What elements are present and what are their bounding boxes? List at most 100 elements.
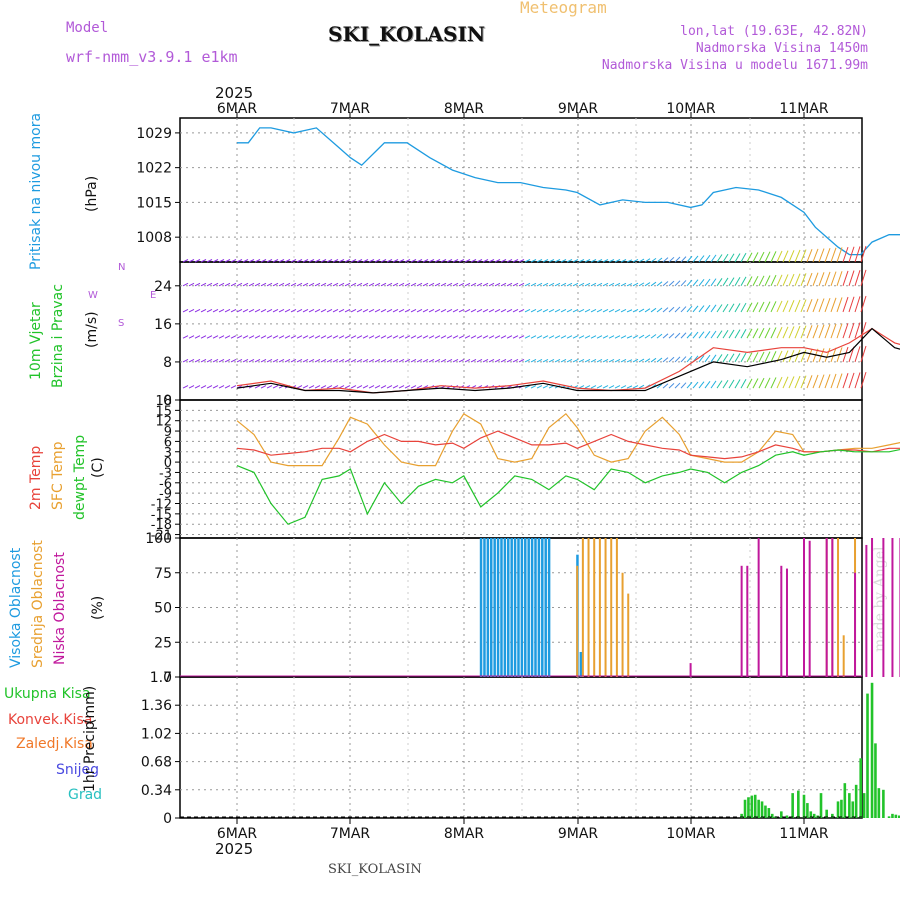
wind-barb (548, 335, 555, 339)
wind-barb (554, 358, 561, 363)
cloud-bar-mid (581, 538, 584, 677)
wind-barb (860, 345, 867, 363)
wind-barb (218, 335, 225, 339)
pressure-line (237, 127, 900, 256)
precip-bar (848, 793, 851, 818)
wind-barb (434, 259, 441, 263)
wind-barb (386, 335, 393, 339)
precip-bar (894, 814, 898, 818)
wind-barb (632, 358, 639, 363)
wind-barb (740, 328, 747, 339)
cloud-bar-high (530, 538, 534, 677)
wind-barb (242, 358, 249, 363)
wind-barb (266, 358, 273, 363)
wind-barb (788, 250, 795, 263)
wind-barb (260, 335, 267, 339)
wind-barb (338, 358, 345, 363)
wind-barb (464, 282, 471, 287)
wind-barb (704, 381, 711, 389)
wind-barb (266, 309, 273, 313)
wind-barb (560, 309, 567, 313)
temp-ytick-label: 3 (164, 446, 172, 461)
wind-barb (596, 282, 603, 287)
model-name: wrf-nmm_v3.9.1 e1km (66, 48, 238, 66)
wind-barb (404, 259, 411, 263)
wind-barb (590, 385, 597, 389)
station-title: SKI_KOLASIN (328, 22, 486, 46)
precip-bar (767, 808, 771, 818)
wind-barb (794, 349, 801, 363)
wind-barb (236, 259, 243, 263)
wind-ytick-label: 8 (163, 355, 172, 371)
wind-barb (548, 282, 555, 287)
wind-barb (728, 253, 735, 263)
wind-barb (362, 358, 369, 363)
wind-barb (524, 259, 531, 263)
wind-barb (536, 259, 543, 263)
wind-barb (182, 282, 189, 287)
cloud-bar-mid (587, 538, 590, 677)
wind-barb (356, 259, 363, 263)
wind-barb (458, 259, 465, 263)
wind-barb (368, 309, 375, 313)
wind-barb (422, 358, 429, 363)
cloud-bar-low (785, 568, 788, 677)
wind-barb (386, 358, 393, 363)
temp-ytick-label: 15 (155, 404, 172, 419)
wind-barb (194, 259, 201, 263)
wind-barb (782, 300, 789, 313)
wind-barb (458, 282, 465, 287)
wind-barb (290, 358, 297, 363)
wind-barb (440, 358, 447, 363)
wind-barb (662, 281, 669, 287)
wind-barb (224, 259, 231, 263)
wind-barb (638, 358, 645, 363)
wind-barb (272, 259, 279, 263)
wind-barb (536, 385, 543, 389)
wind-barb (656, 333, 663, 339)
wind-ytick-label: 24 (154, 279, 172, 295)
precip-bar (819, 793, 823, 818)
cloud-bar-high (490, 538, 493, 677)
cloud-bar-low (689, 663, 692, 677)
wind-barb (776, 376, 783, 389)
wind-barb (824, 271, 831, 286)
wind-barb (188, 335, 195, 339)
wind-barb (212, 358, 219, 363)
wind-barb (656, 281, 663, 287)
wind-barb (704, 304, 711, 313)
wind-barb (614, 282, 621, 287)
wind-barb (848, 296, 855, 313)
wind-barb (452, 282, 459, 287)
wind-barb (518, 282, 525, 287)
wind-barb (428, 309, 435, 313)
wind-barb (764, 275, 771, 287)
wind-barb (830, 347, 837, 363)
wind-barb (302, 335, 309, 339)
wind-barb (536, 335, 543, 339)
wind-barb (302, 309, 309, 313)
wind-barb (806, 348, 813, 363)
wind-barb (392, 358, 399, 363)
wind-barb (740, 352, 747, 363)
rose-w: W (88, 290, 98, 301)
wind-barb (746, 328, 753, 339)
day-label-top: 9MAR (558, 101, 599, 117)
wind-barb (290, 282, 297, 287)
wind-barb (248, 282, 255, 287)
wind-barb (542, 309, 549, 313)
precip-bar (753, 794, 757, 818)
precip-bar (874, 743, 877, 818)
wind-barb (560, 259, 567, 263)
wind-barb (680, 256, 687, 263)
wind-barb (494, 282, 501, 287)
precip-ytick-label: 1.02 (141, 726, 172, 742)
wind-barb (500, 358, 507, 363)
wind-barb (188, 282, 195, 287)
wind-barb (230, 282, 237, 287)
wind-barb (728, 353, 735, 363)
wind-barb (488, 309, 495, 313)
precip-bar (859, 758, 862, 818)
wind-barb (764, 351, 771, 363)
temp-ytick-label: -12 (151, 498, 172, 513)
